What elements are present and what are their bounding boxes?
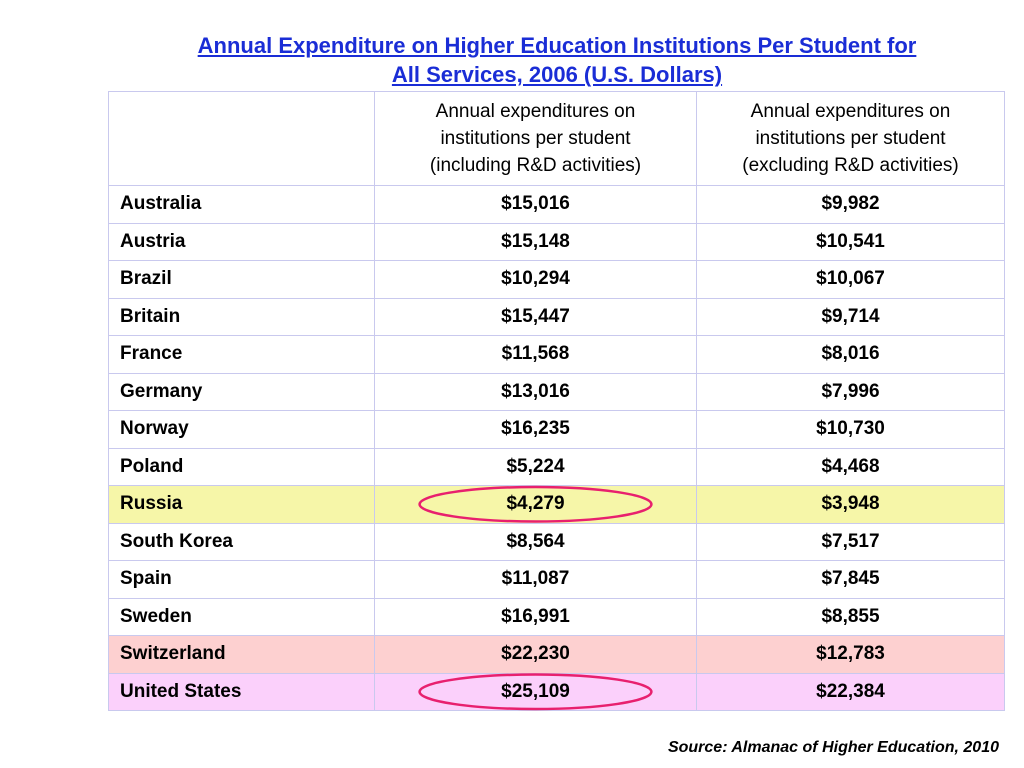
excluding-rd-cell: $4,468 <box>696 447 1005 486</box>
including-rd-cell: $8,564 <box>374 522 697 561</box>
header-row: Annual expenditures on institutions per … <box>108 91 1005 186</box>
header-line: institutions per student <box>755 128 946 149</box>
country-cell: Australia <box>108 185 375 224</box>
country-cell: Spain <box>108 560 375 599</box>
table-row: Sweden $16,991 $8,855 <box>108 597 1005 636</box>
country-cell: Norway <box>108 410 375 449</box>
country-cell: United States <box>108 672 375 711</box>
country-cell: Germany <box>108 372 375 411</box>
excluding-rd-cell: $9,982 <box>696 185 1005 224</box>
table-row: Switzerland $22,230 $12,783 <box>108 635 1005 674</box>
country-cell: Brazil <box>108 260 375 299</box>
chart-title-line-2: All Services, 2006 (U.S. Dollars) <box>391 62 723 87</box>
header-line: (excluding R&D activities) <box>742 155 959 176</box>
table-row: Poland $5,224 $4,468 <box>108 447 1005 486</box>
including-rd-cell: $11,568 <box>374 335 697 374</box>
table-body: Australia $15,016 $9,982 Austria $15,148 $10,… <box>108 185 1005 711</box>
excluding-rd-cell: $7,517 <box>696 522 1005 561</box>
including-rd-cell: $15,016 <box>374 185 697 224</box>
including-rd-cell: $15,447 <box>374 297 697 336</box>
chart-title: Annual Expenditure on Higher Education I… <box>110 31 1004 89</box>
table-row: Austria $15,148 $10,541 <box>108 222 1005 261</box>
table-row: Brazil $10,294 $10,067 <box>108 260 1005 299</box>
chart-title-line-1: Annual Expenditure on Higher Education I… <box>197 33 917 58</box>
table-row: Spain $11,087 $7,845 <box>108 560 1005 599</box>
excluding-rd-cell: $7,845 <box>696 560 1005 599</box>
country-cell: Switzerland <box>108 635 375 674</box>
country-cell: Austria <box>108 222 375 261</box>
header-line: Annual expenditures on <box>435 101 636 122</box>
header-line: (including R&D activities) <box>429 155 642 176</box>
including-rd-cell: $22,230 <box>374 635 697 674</box>
including-rd-cell: $4,279 <box>374 485 697 524</box>
table-row: France $11,568 $8,016 <box>108 335 1005 374</box>
table-row: Australia $15,016 $9,982 <box>108 185 1005 224</box>
excluding-rd-cell: $9,714 <box>696 297 1005 336</box>
including-rd-cell: $5,224 <box>374 447 697 486</box>
header-cell-excluding-rd: Annual expenditures on institutions per … <box>696 91 1005 186</box>
excluding-rd-cell: $12,783 <box>696 635 1005 674</box>
country-cell: Britain <box>108 297 375 336</box>
table-row: Norway $16,235 $10,730 <box>108 410 1005 449</box>
including-rd-cell: $13,016 <box>374 372 697 411</box>
table-row: Germany $13,016 $7,996 <box>108 372 1005 411</box>
header-cell-including-rd: Annual expenditures on institutions per … <box>374 91 697 186</box>
including-rd-cell: $15,148 <box>374 222 697 261</box>
including-rd-cell: $25,109 <box>374 672 697 711</box>
header-cell-country <box>108 91 375 186</box>
table-row: United States $25,109 $22,384 <box>108 672 1005 711</box>
excluding-rd-cell: $7,996 <box>696 372 1005 411</box>
excluding-rd-cell: $10,730 <box>696 410 1005 449</box>
header-line: institutions per student <box>440 128 631 149</box>
country-cell: Poland <box>108 447 375 486</box>
excluding-rd-cell: $10,541 <box>696 222 1005 261</box>
table-row: Britain $15,447 $9,714 <box>108 297 1005 336</box>
including-rd-cell: $10,294 <box>374 260 697 299</box>
including-rd-cell: $16,991 <box>374 597 697 636</box>
table-row: Russia $4,279 $3,948 <box>108 485 1005 524</box>
country-cell: South Korea <box>108 522 375 561</box>
excluding-rd-cell: $8,855 <box>696 597 1005 636</box>
expenditure-table: Annual expenditures on institutions per … <box>108 91 1005 711</box>
country-cell: Sweden <box>108 597 375 636</box>
including-rd-cell: $11,087 <box>374 560 697 599</box>
including-rd-cell: $16,235 <box>374 410 697 449</box>
excluding-rd-cell: $22,384 <box>696 672 1005 711</box>
country-cell: Russia <box>108 485 375 524</box>
excluding-rd-cell: $8,016 <box>696 335 1005 374</box>
source-note: Source: Almanac of Higher Education, 201… <box>667 739 999 756</box>
country-cell: France <box>108 335 375 374</box>
table-row: South Korea $8,564 $7,517 <box>108 522 1005 561</box>
excluding-rd-cell: $10,067 <box>696 260 1005 299</box>
excluding-rd-cell: $3,948 <box>696 485 1005 524</box>
header-line: Annual expenditures on <box>750 101 951 122</box>
